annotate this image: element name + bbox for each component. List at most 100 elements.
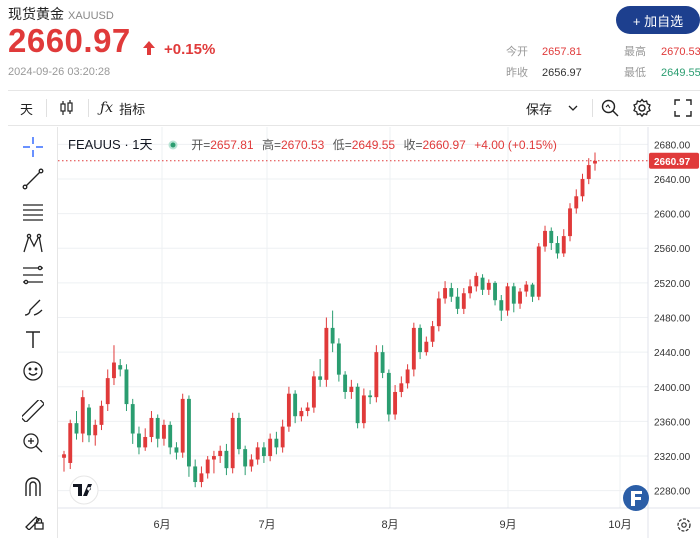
toolbar-divider [46,99,47,117]
candle-body [549,230,554,244]
candle-body [243,449,248,467]
candle-body [330,327,335,344]
candle-body [361,395,366,424]
candle-body [543,230,547,247]
x-tick-label: 9月 [499,519,516,531]
candle-body [443,288,448,299]
legend-open-label: 开= [191,138,211,152]
instrument-name: 现货黄金 XAUUSD [8,4,114,24]
y-tick-label: 2640.00 [654,175,691,186]
candle-body [349,386,354,392]
candle-body [518,291,522,304]
candle-body [218,450,223,457]
candle-body [286,393,291,427]
candle-body [568,208,572,237]
save-button[interactable]: 保存 [526,91,578,125]
last-price-label: 2660.97 [654,157,691,168]
candle-body [468,286,472,294]
candle-body [318,376,323,380]
brush-icon[interactable] [21,295,45,319]
legend-close-label: 收= [403,138,423,152]
indicators-button[interactable]: ƒx 指标 [100,91,145,125]
lock-drawings-icon[interactable] [21,507,45,531]
stats-values-col1: 2657.81 2656.97 [542,46,582,88]
legend-high: 2670.53 [280,138,325,152]
trend-line-icon[interactable] [21,167,45,191]
indicators-label: 指标 [119,101,146,117]
candle-body [174,447,179,453]
legend-change: +4.00 (+0.15%) [474,138,557,152]
candle-body [293,393,298,417]
y-tick-label: 2520.00 [654,279,691,290]
candle-body [280,426,285,448]
high-label: 最高 [624,46,646,58]
chart-legend: FEAUUS · 1天 开=2657.81 高=2670.53 低=2649.5… [68,134,557,153]
candle-body [261,447,266,457]
candle-body [524,284,529,292]
candle-body [430,326,435,342]
candle-body [474,275,479,287]
instrument-name-text: 现货黄金 [8,6,64,22]
candle-body [130,404,135,434]
text-tool-icon[interactable] [21,327,45,351]
live-dot-icon [168,140,178,150]
candle-body [199,473,204,483]
candle-body [424,341,429,353]
y-tick-label: 2280.00 [654,487,691,498]
magnet-icon[interactable] [21,475,45,499]
axis-settings-gear-icon[interactable] [677,518,691,532]
candle-body [230,417,235,469]
candle-body [486,282,491,290]
candle-body [62,454,66,458]
candle-style-icon[interactable] [58,91,76,125]
candle-body [268,438,273,457]
price-chart[interactable]: 6月 7月 8月 9月 10月 2680.00 2640.00 2600.00 2560.00 2… [58,127,700,538]
chevron-down-icon [568,105,578,111]
low-label: 最低 [624,67,646,79]
candle-body [530,284,535,297]
interval-selector[interactable]: 天 [20,101,34,117]
quote-timestamp: 2024-09-26 03:20:28 [8,66,111,78]
candle-body [224,450,229,469]
chart-toolbar: 天 ƒx 指标 保存 [8,90,700,126]
legend-open: 2657.81 [210,138,254,152]
fib-retracement-icon[interactable] [21,263,45,287]
candle-body [586,165,591,179]
candle-body [205,459,210,474]
candle-body [505,286,510,311]
candle-body [180,398,185,453]
fullscreen-icon[interactable] [674,91,692,125]
save-label: 保存 [526,101,553,117]
candle-body [162,424,166,439]
add-to-watchlist-button[interactable]: + 加自选 [616,6,700,34]
y-tick-label: 2600.00 [654,210,691,221]
candle-body [93,424,98,436]
broker-f-logo-icon[interactable] [623,485,649,511]
candle-body [193,466,198,483]
last-price-badge [649,152,699,169]
crosshair-icon[interactable] [21,135,45,159]
ruler-icon[interactable] [21,399,45,423]
x-tick-label: 7月 [258,519,275,531]
emoji-icon[interactable] [21,359,45,383]
candle-body [68,423,73,463]
stats-values-col2: 2670.53 2649.55 [661,46,700,88]
candle-body [249,459,254,467]
candle-body [137,433,141,448]
legend-title: FEAUUS · 1天 [68,137,153,152]
candle-body [561,236,566,254]
pattern-icon[interactable] [21,231,45,255]
candle-body [105,378,110,405]
horizontal-lines-icon[interactable] [21,199,45,223]
candle-body [99,405,104,425]
candle-body [593,160,597,164]
candle-body [274,438,279,448]
candle-body [118,365,123,370]
quick-search-icon[interactable] [600,91,620,125]
prev-close-label: 昨收 [506,67,528,79]
zoom-in-icon[interactable] [21,431,45,455]
y-tick-label: 2320.00 [654,452,691,463]
settings-gear-icon[interactable] [632,91,652,125]
legend-high-label: 高= [261,138,281,152]
tradingview-logo[interactable] [69,475,99,505]
